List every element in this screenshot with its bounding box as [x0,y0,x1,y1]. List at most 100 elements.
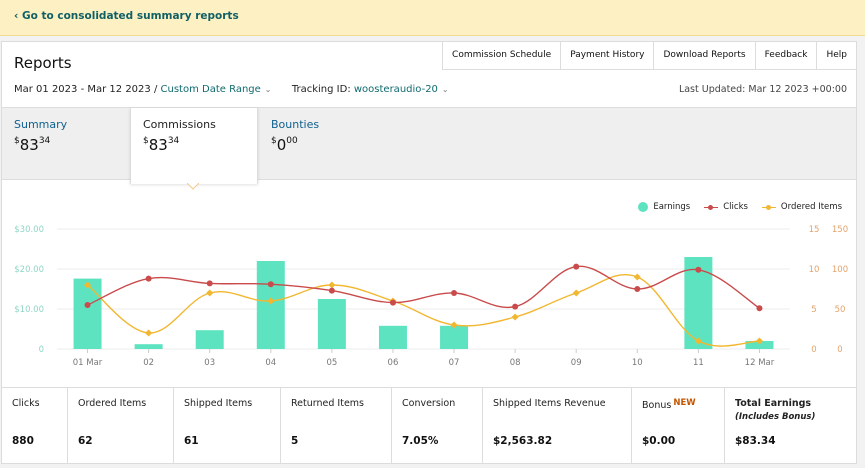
earnings-bar [195,330,224,349]
clicks-point [84,302,91,308]
new-badge: NEW [673,398,696,408]
x-tick-label: 10 [632,358,643,368]
tab-summary[interactable]: Summary $8334 [2,108,130,180]
tracking-id-label: Tracking ID: [291,84,351,95]
tracking-id-dropdown[interactable]: woosteraudio-20 [353,84,438,95]
ordered-items-point [328,281,336,289]
tab-value: $8334 [14,136,51,154]
ordered-items-point [572,289,580,297]
y-right-inner-tick-label: 15 [809,225,820,235]
legend-ordered-swatch [761,203,776,212]
ordered-items-point [267,297,275,305]
stat-total-earnings: Total Earnings (Includes Bonus) $83.34 [725,388,856,463]
help-button[interactable]: Help [816,42,856,70]
report-tabs: Summary $8334 Commissions $8334 Bounties… [2,107,856,184]
tab-label: Bounties [271,118,320,131]
tab-value: $000 [271,136,298,154]
clicks-point [267,281,274,288]
y-right-inner-tick-label: 0 [811,345,816,355]
ordered-items-point [450,321,458,329]
stat-conversion: Conversion 7.05% [392,388,483,463]
date-range-text: Mar 01 2023 - Mar 12 2023 [14,84,151,95]
page-title: Reports [14,54,72,72]
clicks-point [145,275,152,282]
y-left-tick-label: 0 [39,345,44,355]
feedback-button[interactable]: Feedback [754,42,817,70]
earnings-bar [378,325,407,349]
ordered-items-point [511,313,519,321]
custom-date-range-dropdown[interactable]: Custom Date Range [160,84,261,95]
legend-earnings-swatch [638,202,649,212]
stat-label: Bonus NEW [642,398,696,411]
tab-value: $8334 [143,136,180,154]
ordered-items-point [633,273,641,281]
clicks-point [756,305,763,312]
clicks-point [451,290,458,296]
payment-history-button[interactable]: Payment History [560,42,654,70]
stat-sublabel: (Includes Bonus) [735,412,816,422]
legend-ordered-items[interactable]: Ordered Items [761,202,842,212]
clicks-point [328,287,335,294]
filter-row: Mar 01 2023 - Mar 12 2023 / Custom Date … [14,84,449,95]
x-tick-label: 06 [388,358,399,368]
commission-schedule-button[interactable]: Commission Schedule [442,42,561,70]
date-separator: / [153,84,158,95]
x-tick-label: 05 [326,358,337,368]
stat-label: Conversion [402,398,456,409]
x-tick-label: 11 [693,358,704,368]
tab-label: Summary [14,118,68,131]
legend-earnings[interactable]: Earnings [638,202,690,212]
stat-label: Returned Items [291,398,364,409]
stat-label: Shipped Items [184,398,253,409]
stat-label: Ordered Items [78,398,147,409]
y-right-outer-tick-label: 0 [837,345,842,355]
top-nav: Commission Schedule Payment History Down… [442,42,856,70]
x-tick-label: 09 [571,358,582,368]
stat-shipped-revenue: Shipped Items Revenue $2,563.82 [483,388,632,463]
active-tab-pointer-icon [187,183,199,190]
stat-value: $83.34 [735,435,776,447]
x-tick-label: 03 [204,358,215,368]
earnings-bar [440,325,469,349]
stat-value: $0.00 [642,435,676,447]
y-left-tick-label: $30.00 [14,225,44,235]
clicks-line [87,265,760,309]
clicks-point [573,263,580,270]
x-tick-label: 08 [510,358,521,368]
ordered-items-point [694,337,702,345]
y-right-outer-tick-label: 100 [832,265,848,275]
earnings-bar [134,344,163,349]
ordered-items-line [87,274,760,347]
legend-clicks[interactable]: Clicks [704,202,748,212]
chevron-down-icon[interactable]: ⌄ [441,85,449,94]
ordered-items-point [145,329,153,337]
stat-value: 5 [291,435,299,447]
x-tick-label: 01 Mar [73,358,103,368]
y-right-inner-tick-label: 10 [809,265,820,275]
stat-returned-items: Returned Items 5 [281,388,392,463]
chart-area: Earnings Clicks Ordered Items 0 $10.00 $20… [2,192,856,387]
ordered-items-point [206,289,214,297]
stat-value: 880 [12,435,34,447]
x-tick-label: 07 [449,358,460,368]
stats-row: Clicks 880 Ordered Items 62 Shipped Item… [2,387,856,463]
x-tick-label: 04 [265,358,276,368]
back-to-summary-link[interactable]: ‹ Go to consolidated summary reports [14,10,239,22]
tab-commissions[interactable]: Commissions $8334 [130,108,258,184]
earnings-bar [256,261,285,349]
clicks-point [695,266,702,273]
stat-value: 61 [184,435,199,447]
stat-bonus: Bonus NEW $0.00 [632,388,725,463]
earnings-bar [73,278,102,349]
download-reports-button[interactable]: Download Reports [653,42,755,70]
clicks-point [389,299,396,306]
stat-value: 62 [78,435,93,447]
ordered-items-point [755,337,763,345]
y-right-outer-tick-label: 50 [835,305,846,315]
reports-panel: Reports Commission Schedule Payment Hist… [1,41,857,464]
tab-bounties[interactable]: Bounties $000 [259,108,387,180]
stat-label: Total Earnings [735,398,812,409]
chevron-down-icon[interactable]: ⌄ [264,85,272,94]
stat-value: 7.05% [402,435,439,447]
